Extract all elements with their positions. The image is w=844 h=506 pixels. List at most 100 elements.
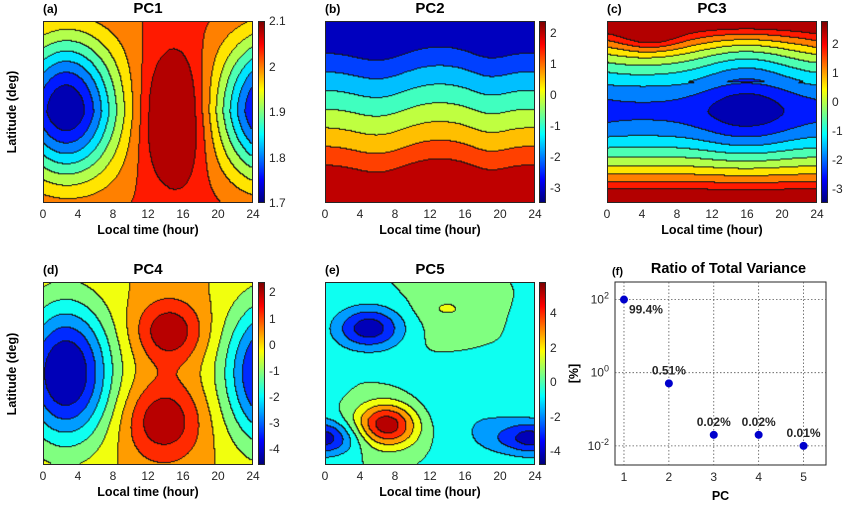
colorbar-tick-label: -2: [550, 149, 561, 164]
panel-letter: (d): [43, 263, 59, 277]
x-tick-label: 2: [666, 470, 673, 484]
panel-title: PC4: [133, 261, 163, 278]
x-tick-label: 24: [528, 207, 542, 221]
data-point: [754, 430, 763, 439]
x-tick-label: 16: [176, 469, 190, 483]
colorbar-tick-label: 2: [550, 340, 557, 355]
colorbar: [539, 21, 546, 203]
panel-title: PC2: [415, 0, 445, 17]
contour-plot: [43, 21, 253, 203]
x-tick-label: 8: [673, 207, 681, 221]
x-axis-label: Local time (hour): [97, 223, 199, 237]
panel-letter: (e): [325, 263, 340, 277]
colorbar: [539, 282, 546, 465]
x-tick-label: 0: [321, 469, 329, 483]
colorbar-tick-label: -1: [550, 118, 561, 133]
x-axis-label: Local time (hour): [379, 223, 481, 237]
y-tick-label: 10-2: [588, 437, 609, 453]
contour-plot: [325, 21, 535, 203]
x-tick-label: 4: [74, 207, 82, 221]
panel-title: Ratio of Total Variance: [651, 261, 806, 277]
colorbar-tick-label: -1: [832, 123, 843, 138]
panel-letter: (b): [325, 2, 341, 16]
colorbar-tick-label: -4: [269, 442, 280, 457]
colorbar-tick-label: -2: [550, 409, 561, 424]
panel-title: PC1: [133, 0, 163, 17]
x-tick-label: 4: [356, 207, 364, 221]
colorbar-tick-label: -3: [550, 180, 561, 195]
x-tick-label: 0: [39, 207, 47, 221]
data-label: 99.4%: [629, 303, 663, 317]
colorbar-tick-label: 2: [269, 285, 276, 300]
tick-exponent: 2: [604, 290, 609, 300]
colorbar-tick-label: 0: [269, 337, 276, 352]
contour-fill: [44, 22, 252, 202]
x-tick-label: 12: [423, 469, 437, 483]
colorbar-tick-label: 2: [550, 26, 557, 41]
y-tick-label: 102: [591, 290, 609, 306]
colorbar: [821, 21, 828, 203]
colorbar-tick-label: 1.7: [269, 196, 286, 210]
y-axis-label: [%]: [567, 364, 581, 383]
x-tick-label: 24: [246, 207, 260, 221]
colorbar-tick-label: -2: [269, 390, 280, 405]
x-tick-label: 3: [710, 470, 717, 484]
x-tick-label: 4: [755, 470, 762, 484]
x-axis-label: Local time (hour): [97, 485, 199, 499]
colorbar-gradient: [540, 283, 545, 464]
colorbar-tick-label: 2: [269, 59, 276, 74]
data-label: 0.51%: [652, 363, 686, 377]
x-tick-label: 4: [638, 207, 646, 221]
contour-plot: [43, 282, 253, 465]
panel-letter: (f): [612, 266, 623, 278]
x-axis-label: PC: [712, 489, 729, 503]
colorbar-gradient: [540, 22, 545, 202]
colorbar-tick-label: 4: [550, 306, 557, 321]
x-axis-label: Local time (hour): [379, 485, 481, 499]
data-label: 0.02%: [742, 415, 776, 429]
colorbar-tick-label: -4: [550, 444, 561, 459]
contour-fill: [608, 22, 816, 202]
x-tick-label: 12: [141, 207, 155, 221]
colorbar-tick-label: -1: [269, 363, 280, 378]
x-tick-label: 16: [176, 207, 190, 221]
data-point: [664, 379, 673, 388]
x-tick-label: 16: [458, 207, 472, 221]
y-tick-label: 100: [591, 364, 609, 380]
colorbar-tick-label: 1: [832, 66, 839, 80]
x-axis-label: Local time (hour): [661, 223, 763, 237]
panel-letter: (a): [43, 2, 58, 16]
x-tick-label: 16: [458, 469, 472, 483]
tick-base: 10: [588, 439, 602, 453]
tick-exponent: -2: [601, 437, 609, 447]
colorbar-tick-label: -3: [832, 181, 843, 196]
x-tick-label: 8: [391, 469, 399, 483]
colorbar-tick-label: 1.9: [269, 105, 286, 119]
x-tick-label: 0: [321, 207, 329, 221]
x-tick-label: 24: [810, 207, 824, 221]
x-tick-label: 24: [246, 469, 260, 483]
data-label: 0.02%: [697, 415, 731, 429]
contour-fill: [326, 22, 534, 202]
tick-base: 10: [591, 292, 605, 306]
colorbar-tick-label: 2: [832, 37, 839, 52]
tick-base: 10: [591, 366, 605, 380]
colorbar: [258, 21, 265, 203]
x-tick-label: 24: [528, 469, 542, 483]
colorbar-gradient: [822, 22, 827, 202]
x-tick-label: 8: [391, 207, 399, 221]
x-tick-label: 4: [356, 469, 364, 483]
x-tick-label: 8: [109, 207, 117, 221]
x-tick-label: 0: [603, 207, 611, 221]
x-tick-label: 1: [621, 470, 628, 484]
colorbar-tick-label: 1: [550, 57, 557, 72]
x-tick-label: 5: [800, 470, 807, 484]
colorbar: [258, 282, 265, 465]
contour-plot: [325, 282, 535, 465]
colorbar-tick-label: 2.1: [269, 14, 286, 28]
colorbar-gradient: [259, 22, 264, 202]
panel-letter: (c): [607, 2, 622, 16]
data-point: [619, 295, 628, 304]
panel-title: PC3: [697, 0, 727, 17]
